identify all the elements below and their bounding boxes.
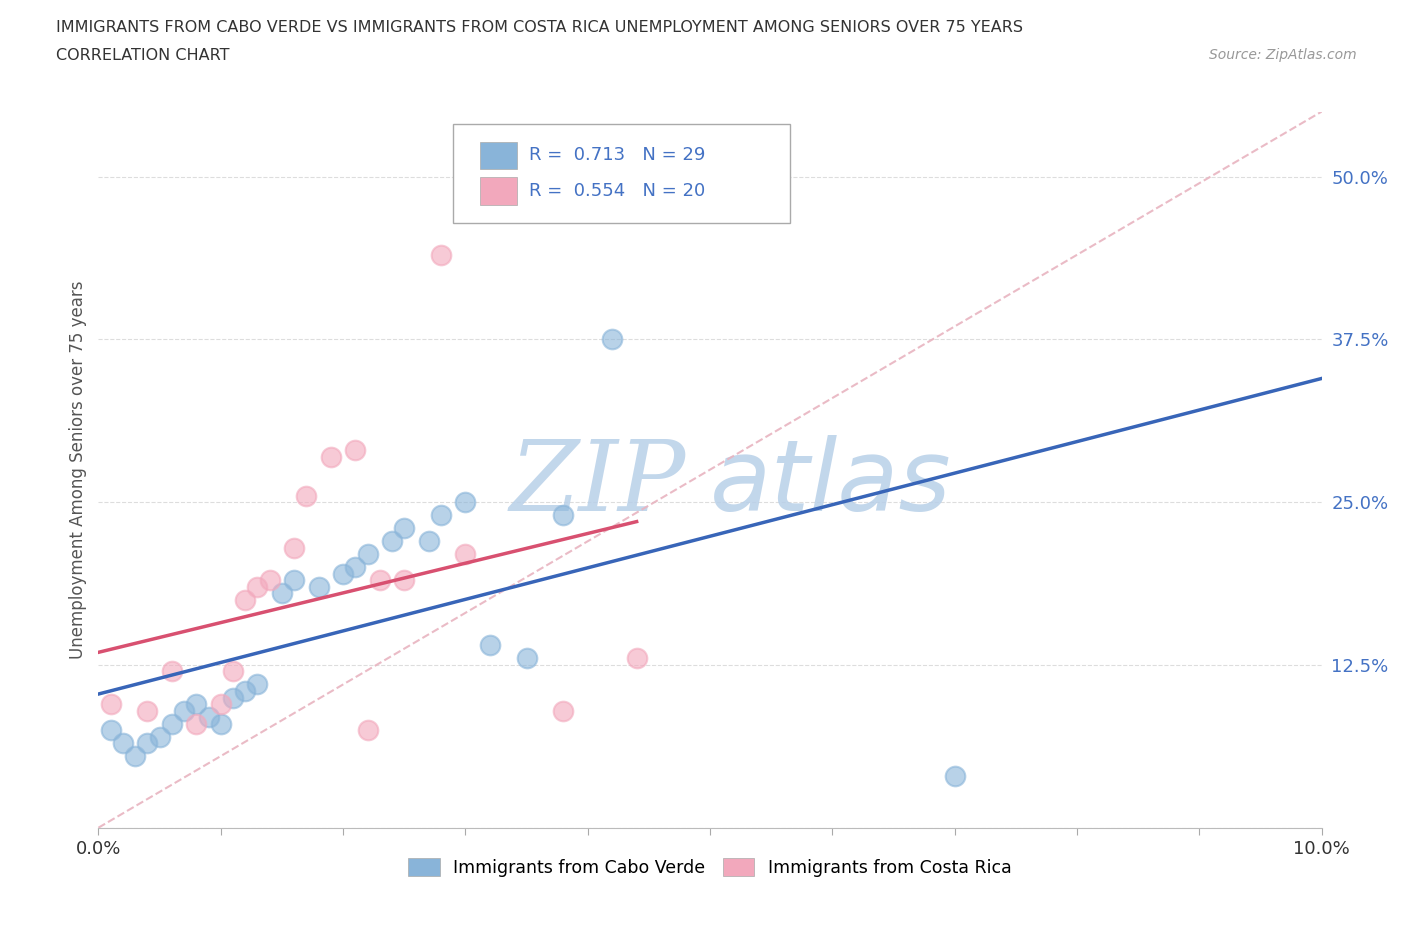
Point (173, 703, 195, 718)
Text: R =  0.713   N = 29: R = 0.713 N = 29 (529, 146, 706, 165)
Point (197, 710, 219, 724)
Point (368, 573, 391, 588)
Point (270, 586, 292, 601)
Point (209, 697, 232, 711)
Point (308, 579, 330, 594)
Point (454, 495, 477, 510)
Point (553, 703, 575, 718)
Point (124, 749, 146, 764)
Point (295, 488, 318, 503)
Point (209, 716, 232, 731)
Point (136, 703, 159, 718)
Point (381, 534, 404, 549)
Point (136, 736, 159, 751)
Text: CORRELATION CHART: CORRELATION CHART (56, 48, 229, 63)
Point (943, 768, 966, 783)
Text: IMMIGRANTS FROM CABO VERDE VS IMMIGRANTS FROM COSTA RICA UNEMPLOYMENT AMONG SENI: IMMIGRANTS FROM CABO VERDE VS IMMIGRANTS… (56, 20, 1024, 35)
Point (160, 664, 183, 679)
Point (259, 573, 281, 588)
Point (392, 573, 416, 588)
Text: Source: ZipAtlas.com: Source: ZipAtlas.com (1209, 48, 1357, 62)
Text: R =  0.554   N = 20: R = 0.554 N = 20 (529, 182, 706, 200)
Point (233, 592, 256, 607)
Point (283, 573, 305, 588)
Point (233, 684, 256, 698)
FancyBboxPatch shape (453, 124, 790, 222)
Point (478, 638, 501, 653)
Point (319, 449, 342, 464)
Point (100, 697, 122, 711)
Y-axis label: Unemployment Among Seniors over 75 years: Unemployment Among Seniors over 75 years (69, 281, 87, 658)
Point (186, 716, 208, 731)
Point (222, 664, 245, 679)
Point (222, 690, 245, 705)
Point (344, 443, 367, 458)
Point (283, 540, 305, 555)
Point (626, 651, 648, 666)
Point (246, 579, 269, 594)
Point (430, 508, 453, 523)
Point (160, 716, 183, 731)
Point (454, 547, 477, 562)
Point (100, 723, 122, 737)
Point (246, 677, 269, 692)
Point (344, 560, 367, 575)
Point (356, 547, 378, 562)
Point (186, 697, 208, 711)
Point (430, 247, 453, 262)
Point (418, 534, 440, 549)
Point (516, 651, 538, 666)
Point (111, 736, 134, 751)
Legend: Immigrants from Cabo Verde, Immigrants from Costa Rica: Immigrants from Cabo Verde, Immigrants f… (401, 851, 1019, 884)
Text: atlas: atlas (710, 435, 952, 533)
Point (149, 729, 172, 744)
Point (356, 723, 378, 737)
Text: ZIP: ZIP (509, 436, 686, 532)
Point (392, 521, 416, 536)
Point (600, 332, 623, 347)
Point (332, 566, 354, 581)
Bar (479, 141, 517, 169)
Point (553, 508, 575, 523)
Bar (479, 178, 517, 205)
